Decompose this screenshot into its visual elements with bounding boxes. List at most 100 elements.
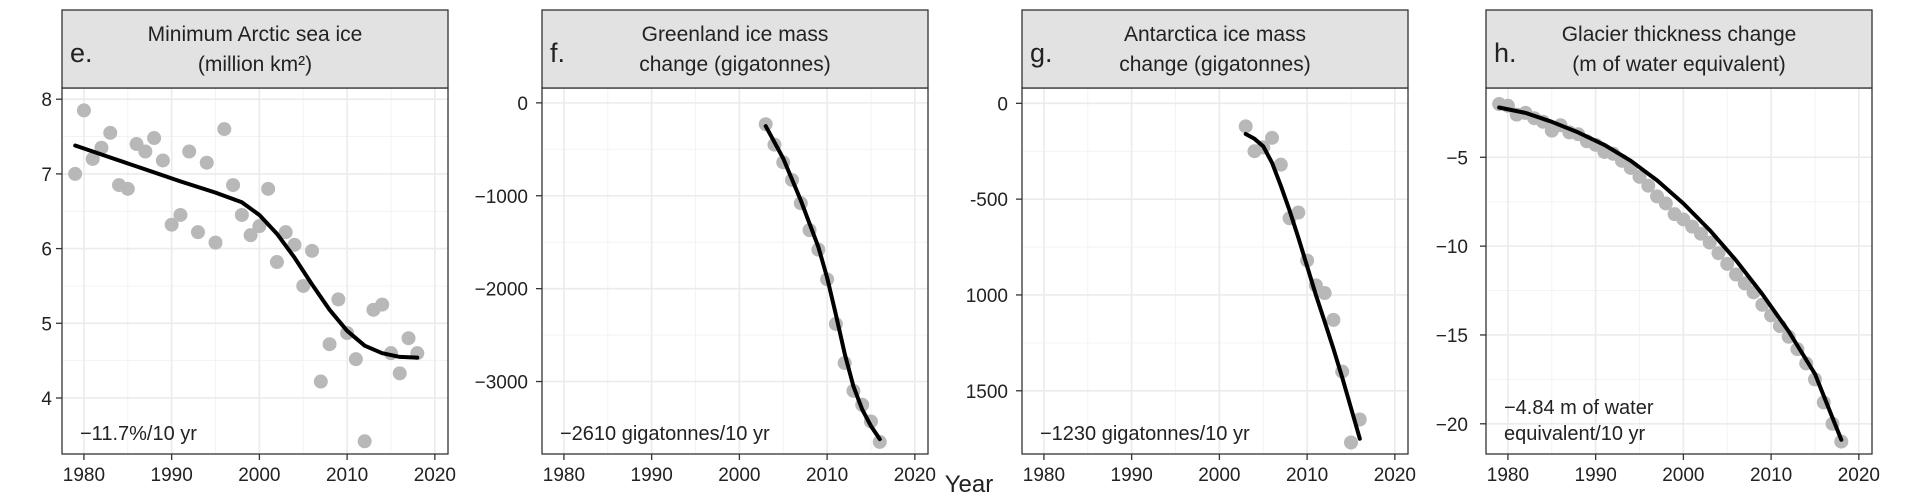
data-point (1693, 226, 1708, 241)
panel-title-line: Glacier thickness change (1562, 23, 1797, 46)
x-tick-label: 2010 (326, 465, 368, 486)
data-point (252, 219, 267, 234)
plot-background (1486, 88, 1872, 454)
data-point (103, 125, 118, 140)
panel-title-line: change (gigatonnes) (639, 53, 830, 76)
data-point (296, 278, 311, 293)
chart-panel-2: 1980 1990 2000 2010 2020 0 −1000 −2000 −3000 −261… (475, 9, 936, 486)
trend-annotation: −2610 gigatonnes/10 yr (560, 423, 770, 445)
data-point (1737, 276, 1752, 291)
y-tick-label: −5 (1446, 148, 1468, 169)
data-point (182, 144, 197, 159)
data-point (1641, 178, 1656, 193)
y-tick-label: −1000 (475, 187, 528, 208)
x-tick-label: 2000 (238, 465, 280, 486)
data-point (261, 181, 276, 196)
data-point (76, 103, 91, 118)
data-point (269, 255, 284, 270)
data-point (173, 207, 188, 222)
data-point (1702, 235, 1717, 250)
plot-background (1022, 88, 1408, 454)
data-point (1326, 312, 1341, 327)
y-tick-label: −3000 (475, 373, 528, 394)
x-tick-label: 2000 (718, 465, 760, 486)
trend-annotation: −11.7%/10 yr (80, 423, 197, 445)
data-point (1720, 256, 1735, 271)
y-tick-label: 5 (41, 314, 52, 335)
x-tick-label: 1980 (543, 465, 585, 486)
data-point (1273, 157, 1288, 172)
panel-header (1021, 9, 1409, 89)
data-point (375, 297, 390, 312)
y-tick-label: −20 (1436, 415, 1468, 436)
data-point (331, 292, 346, 307)
plot-background (542, 88, 928, 454)
panel-title-line: (million km²) (198, 53, 312, 76)
x-tick-label: 2010 (1286, 465, 1328, 486)
data-point (1291, 205, 1306, 220)
x-tick-label: 1980 (63, 465, 105, 486)
data-point (1265, 130, 1280, 145)
data-point (392, 366, 407, 381)
data-point (313, 374, 328, 389)
data-point (305, 243, 320, 258)
panel-title-line: Greenland ice mass (642, 23, 829, 46)
data-point (1317, 286, 1332, 301)
data-point (1632, 169, 1647, 184)
y-tick-label: -500 (970, 190, 1008, 211)
chart-panel-1: 1980 1990 2000 2010 2020 4 5 6 7 8 −11.7%/10 yr Min… (41, 9, 456, 486)
panel-header (1485, 9, 1873, 89)
x-tick-label: 2000 (1198, 465, 1240, 486)
x-tick-label: 2000 (1662, 465, 1704, 486)
panel-title-line: (m of water equivalent) (1572, 53, 1786, 76)
data-point (208, 235, 223, 250)
plot-background (62, 88, 448, 454)
panel-header (61, 9, 449, 89)
data-point (217, 122, 232, 137)
y-tick-label: 1000 (966, 286, 1008, 307)
y-tick-label: 8 (41, 90, 52, 111)
data-point (1238, 119, 1253, 134)
data-point (138, 144, 153, 159)
data-point (120, 181, 135, 196)
x-tick-label: 1990 (151, 465, 193, 486)
data-point (357, 434, 372, 449)
trend-line (763, 124, 882, 442)
y-tick-label: 6 (41, 240, 52, 261)
trend-line (1243, 132, 1362, 441)
data-point (1343, 435, 1358, 450)
panel-title-line: change (gigatonnes) (1119, 53, 1310, 76)
x-tick-label: 1990 (1111, 465, 1153, 486)
y-tick-label: 4 (41, 389, 52, 410)
panel-title-line: Minimum Arctic sea ice (148, 23, 363, 46)
chart-panel-3: 1980 1990 2000 2010 2020 0 -500 1000 1500 −1230 g… (966, 9, 1416, 486)
data-point (147, 131, 162, 146)
trend-line (1497, 105, 1844, 442)
x-tick-label: 2010 (806, 465, 848, 486)
data-point (226, 178, 241, 193)
shared-x-axis-label-text: Year (945, 471, 994, 498)
trend-line (73, 143, 420, 360)
y-tick-label: 0 (517, 94, 528, 115)
data-point (155, 153, 170, 168)
x-tick-label: 1980 (1023, 465, 1065, 486)
trend-annotation: equivalent/10 yr (1504, 423, 1646, 445)
panel-letter: e. (70, 38, 93, 68)
data-point (1729, 267, 1744, 282)
y-tick-label: −2000 (475, 280, 528, 301)
panel-letter: h. (1494, 38, 1517, 68)
data-point (164, 217, 179, 232)
x-tick-label: 2020 (894, 465, 936, 486)
x-tick-label: 2010 (1750, 465, 1792, 486)
y-tick-label: 7 (41, 165, 52, 186)
x-tick-label: 1990 (631, 465, 673, 486)
trend-annotation: −1230 gigatonnes/10 yr (1040, 423, 1250, 445)
data-point (68, 166, 83, 181)
data-point (243, 228, 258, 243)
x-tick-label: 2020 (1374, 465, 1416, 486)
data-point (278, 225, 293, 240)
panel-header (541, 9, 929, 89)
panel-letter: g. (1030, 38, 1053, 68)
trend-annotation: −4.84 m of water (1504, 397, 1654, 419)
